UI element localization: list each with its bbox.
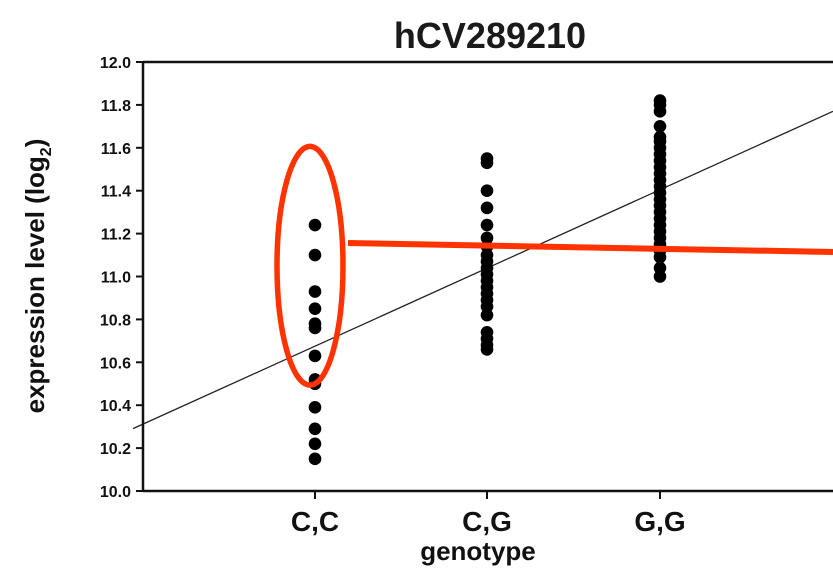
data-point: [308, 302, 322, 315]
y-axis-label-close: ): [20, 139, 50, 148]
data-point: [480, 156, 494, 170]
x-axis-ticks: C,C C,G G,G: [291, 491, 686, 537]
x-tick-label: G,G: [634, 506, 685, 537]
data-point: [480, 184, 494, 197]
y-tick-label: 10.8: [100, 312, 131, 329]
y-tick-label: 10.4: [100, 398, 131, 415]
data-point: [308, 422, 322, 436]
data-points: [308, 94, 667, 466]
data-point: [653, 105, 667, 118]
y-tick-label: 12.0: [100, 55, 131, 72]
data-point: [653, 250, 667, 264]
y-tick-label: 10.2: [100, 441, 131, 458]
y-axis-label: expression level (log2): [20, 139, 55, 414]
data-point: [480, 218, 494, 232]
highlight-annotation: [274, 143, 833, 388]
y-axis-ticks: 10.0 10.2 10.4 10.6 10.8 11.0 11.2 11.4 11.6 11.8…: [100, 55, 143, 501]
data-point: [308, 285, 322, 298]
x-axis-label: genotype: [420, 536, 536, 566]
highlight-ellipse: [274, 143, 346, 388]
data-point: [308, 437, 322, 451]
data-point: [308, 248, 322, 262]
y-axis-label-main: expression level (log: [20, 156, 50, 413]
plot-area: 10.0 10.2 10.4 10.6 10.8 11.0 11.2 11.4 11.6 11.8…: [100, 55, 833, 537]
y-tick-label: 10.6: [100, 355, 131, 372]
data-point: [308, 401, 322, 414]
data-point: [480, 343, 494, 356]
highlight-line: [347, 240, 833, 255]
chart-title: hCV289210: [394, 15, 586, 56]
y-tick-label: 11.4: [101, 184, 131, 201]
y-tick-label: 11.6: [101, 141, 131, 158]
data-point: [653, 120, 667, 133]
data-point: [308, 321, 322, 335]
y-tick-label: 11.2: [101, 227, 131, 244]
y-tick-label: 11.0: [101, 270, 131, 287]
y-axis-label-subscript: 2: [38, 147, 55, 156]
data-point: [480, 308, 494, 322]
x-tick-label: C,C: [291, 506, 339, 537]
data-point: [308, 218, 322, 232]
data-point: [653, 270, 667, 283]
y-tick-label: 10.0: [100, 484, 131, 501]
y-tick-label: 11.8: [101, 98, 131, 115]
data-point: [308, 349, 322, 363]
data-point: [308, 452, 322, 466]
data-point: [480, 201, 494, 215]
x-tick-label: C,G: [462, 506, 512, 537]
